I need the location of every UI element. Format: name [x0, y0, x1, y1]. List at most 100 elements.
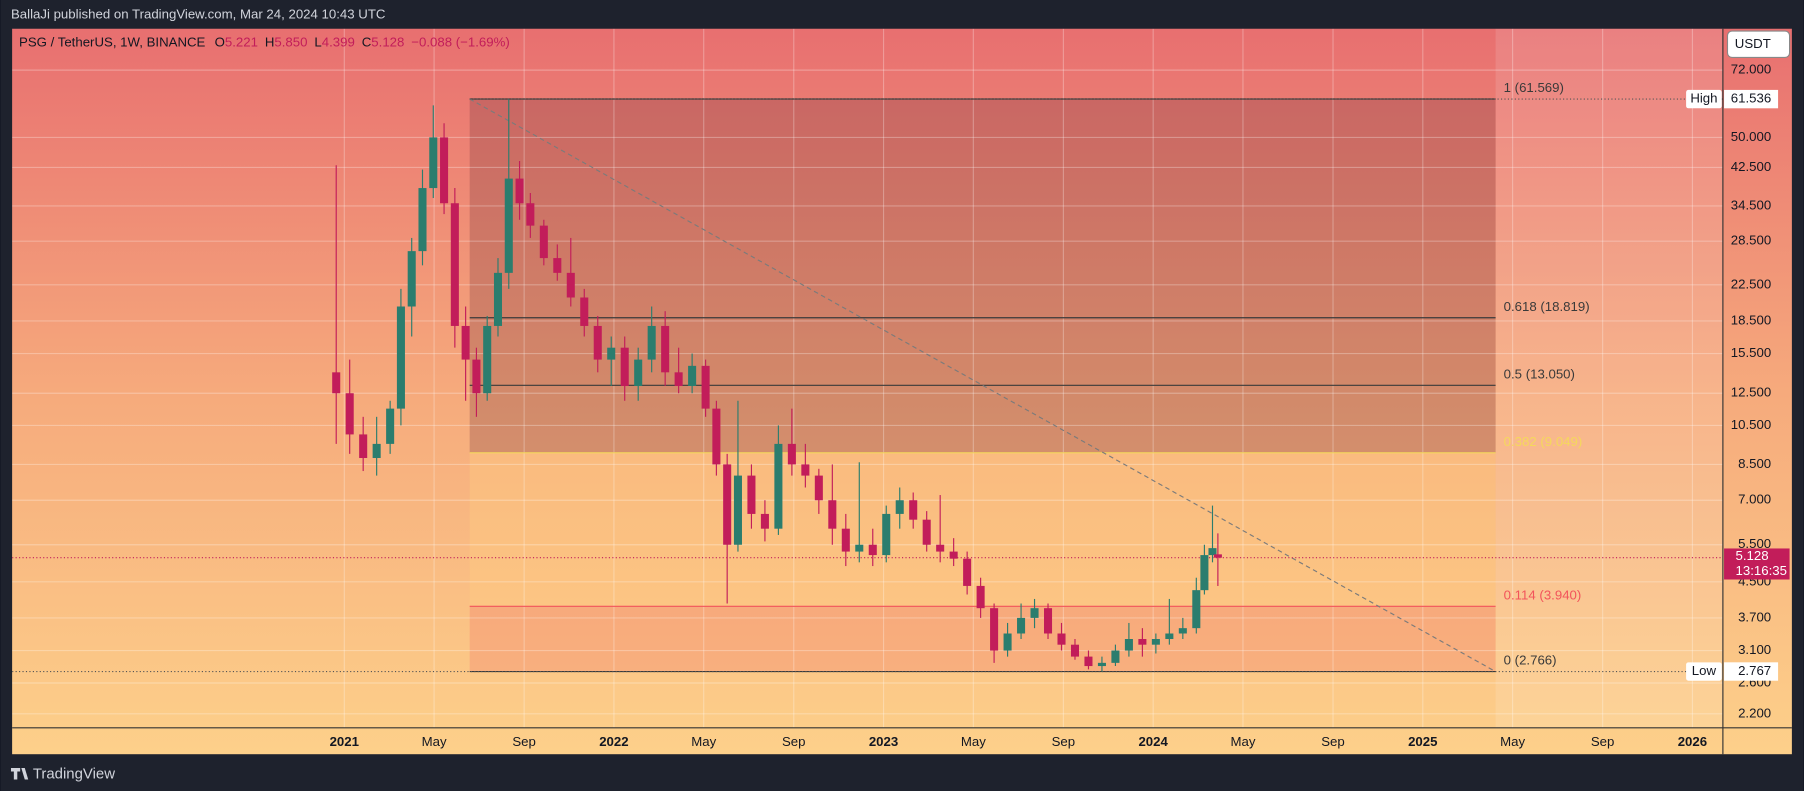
legend-change: −0.088 (−1.69%): [411, 34, 509, 49]
candle-body: [429, 137, 438, 189]
candle-body: [332, 372, 341, 394]
x-tick-label: Sep: [1591, 734, 1615, 749]
fib-label: 0 (2.766): [1504, 653, 1557, 668]
candle-body: [990, 608, 999, 651]
candle-body: [688, 365, 697, 387]
last-price-bg: [1724, 548, 1790, 580]
legend-key: O: [215, 34, 225, 49]
x-tick-label: May: [691, 734, 716, 749]
candle-body: [747, 475, 756, 514]
x-tick-label: May: [1230, 734, 1255, 749]
candle-body: [386, 408, 395, 444]
candle-body: [580, 297, 589, 326]
y-tick-label: 7.000: [1738, 492, 1771, 507]
candle-body: [1043, 608, 1053, 634]
legend-key: L: [314, 34, 321, 49]
future-shade: [1495, 28, 1723, 728]
fib-label: 0.114 (3.940): [1504, 587, 1582, 602]
y-tick-label: 50.000: [1731, 129, 1771, 144]
candle-body: [566, 272, 575, 298]
fib-label: 1 (61.569): [1504, 80, 1564, 95]
x-tick-label: 2024: [1138, 734, 1168, 749]
candle-body: [674, 372, 683, 387]
header-text: BallaJi published on TradingView.com, Ma…: [11, 6, 386, 21]
fib-zone: [469, 385, 1496, 453]
candle-body: [949, 551, 958, 559]
currency-label: USDT: [1735, 36, 1771, 51]
candle-body: [407, 251, 416, 307]
candle-body: [1151, 639, 1160, 645]
legend-key: H: [265, 34, 275, 49]
candle-body: [461, 325, 470, 360]
candle-body: [1084, 656, 1093, 667]
legend-value: 4.399: [322, 34, 355, 49]
candle-body: [760, 513, 769, 529]
high-value-label: 61.536: [1731, 91, 1771, 106]
candle-body: [723, 464, 732, 545]
y-tick-label: 72.000: [1731, 62, 1771, 77]
candle-body: [620, 347, 629, 387]
trendline: [469, 98, 1496, 673]
candle-body: [593, 325, 602, 360]
x-tick-label: May: [961, 734, 986, 749]
y-tick-label: 28.500: [1731, 233, 1771, 248]
low-tag-label: Low: [1692, 663, 1717, 678]
candle-body: [472, 359, 481, 394]
candle-body: [440, 137, 449, 204]
x-tick-label: Sep: [1321, 734, 1345, 749]
candle-body: [712, 408, 721, 465]
low-value-label: 2.767: [1738, 663, 1771, 678]
x-tick-label: 2026: [1678, 734, 1707, 749]
candle-body: [1070, 644, 1080, 657]
candle-body: [1138, 639, 1147, 645]
candle-body: [539, 225, 548, 259]
candle-body: [814, 475, 823, 501]
candle-body: [647, 325, 656, 360]
fib-label: 0.5 (13.050): [1504, 366, 1575, 381]
legend-value: 5.221: [225, 34, 258, 49]
chart-area: [12, 28, 1792, 755]
legend-key: C: [362, 34, 372, 49]
candle-body: [418, 188, 427, 252]
candle-body: [483, 325, 492, 394]
candle-body: [450, 203, 459, 326]
candle-body: [504, 178, 513, 273]
high-tag-bg: [1686, 89, 1722, 109]
y-tick-label: 10.500: [1731, 417, 1771, 432]
x-tick-label: 2021: [330, 734, 359, 749]
candle-body: [359, 434, 368, 459]
candle-body: [1208, 548, 1217, 556]
legend: PSG / TetherUS, 1W, BINANCE O5.221 H5.850 L…: [19, 34, 510, 49]
countdown-label: 13:16:35: [1736, 563, 1787, 578]
y-tick-label: 12.500: [1731, 385, 1771, 400]
fib-zone: [469, 452, 1496, 607]
candle-body: [1200, 555, 1209, 591]
x-tick-label: Sep: [512, 734, 536, 749]
y-tick-label: 34.500: [1731, 197, 1771, 212]
candle-body: [922, 519, 931, 545]
candle-body: [1030, 608, 1039, 618]
fib-label: 0.382 (9.049): [1504, 434, 1583, 449]
candle-body: [1178, 628, 1187, 634]
plot: 1 (61.569) 0.618 (18.819) 0.5 (13.050) 0.38…: [12, 28, 1723, 728]
axes: 72.000 50.000 42.500 34.500 28.500 22.500 18.5…: [19, 34, 1790, 749]
candle-body: [396, 306, 405, 409]
candle-body: [841, 528, 850, 552]
y-tick-label: 42.500: [1731, 159, 1771, 174]
fib-zone: [469, 99, 1496, 318]
y-tick-label: 2.200: [1738, 705, 1771, 720]
y-tick-label: 22.500: [1731, 276, 1771, 291]
candle-body: [1124, 639, 1133, 651]
x-tick-label: May: [422, 734, 447, 749]
candle-body: [733, 475, 742, 545]
currency-button[interactable]: [1726, 30, 1791, 59]
high-value-bg: [1724, 89, 1779, 109]
candle-body: [1003, 633, 1012, 651]
high-tag-label: High: [1690, 91, 1717, 106]
y-tick-label: 5.500: [1738, 536, 1771, 551]
y-tick-label: 8.500: [1738, 456, 1771, 471]
candle-body: [661, 325, 670, 373]
y-tick-label: 3.100: [1738, 642, 1771, 657]
candle-body: [607, 347, 616, 360]
